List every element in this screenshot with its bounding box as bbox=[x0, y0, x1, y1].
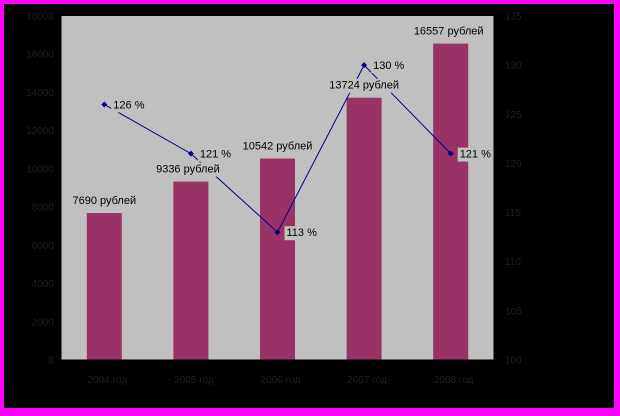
bar-data-label-bg bbox=[411, 24, 486, 39]
bar-data-label: 9336 рублей bbox=[156, 164, 220, 176]
y-left-tick-label: 12000 bbox=[26, 126, 54, 137]
bar-data-label: 10542 рублей bbox=[243, 141, 313, 153]
line-point bbox=[187, 150, 194, 157]
bar-data-label-bg bbox=[327, 78, 401, 93]
y-right-tick-label: 120 bbox=[505, 159, 522, 170]
y-left-tick-label: 2000 bbox=[32, 317, 55, 328]
bar bbox=[433, 43, 469, 360]
y-right-tick-label: 125 bbox=[505, 110, 522, 121]
line-data-label-bg bbox=[371, 59, 407, 74]
line-point bbox=[274, 229, 281, 236]
line-data-label: 130 % bbox=[373, 60, 404, 72]
y-left-tick-label: 8000 bbox=[32, 203, 55, 214]
y-left-tick-label: 18000 bbox=[26, 12, 54, 23]
chart: 0 2000 4000 6000 8000 10000 12000 14000 16000 180… bbox=[26, 12, 522, 387]
bar-data-label: 7690 рублей bbox=[72, 195, 136, 207]
axes: 0 2000 4000 6000 8000 10000 12000 14000 16000 180… bbox=[26, 12, 522, 387]
line-data-label-bg bbox=[457, 147, 494, 162]
x-tick-label: 2005 год bbox=[174, 375, 214, 386]
y-right-tick-label: 100 bbox=[505, 356, 522, 367]
y-left-tick-label: 14000 bbox=[26, 88, 54, 99]
y-left-tick-label: 10000 bbox=[26, 164, 54, 175]
y-right-tick-label: 135 bbox=[505, 12, 522, 23]
y-left-tick-label: 6000 bbox=[32, 241, 55, 252]
bar-series bbox=[86, 43, 469, 360]
y-right-tick-label: 130 bbox=[505, 61, 522, 72]
x-tick-label: 2007 год bbox=[347, 375, 387, 386]
x-tick-label: 2006 год bbox=[261, 375, 301, 386]
data-labels: 7690 рублей 9336 рублей 10542 рублей 13724 … bbox=[70, 24, 494, 241]
line-point bbox=[447, 150, 454, 157]
bar bbox=[260, 158, 295, 360]
bar-data-label-bg bbox=[240, 139, 315, 154]
bar bbox=[86, 213, 122, 360]
bar-data-label-bg bbox=[70, 194, 139, 209]
line-data-label: 113 % bbox=[287, 227, 318, 239]
y-left-tick-label: 0 bbox=[48, 356, 54, 367]
bar-data-label: 16557 рублей bbox=[414, 26, 484, 38]
y-left-tick-label: 16000 bbox=[26, 50, 54, 61]
y-right-tick-label: 110 bbox=[505, 257, 521, 268]
line-data-label: 126 % bbox=[113, 99, 144, 111]
line-data-label-bg bbox=[111, 98, 147, 113]
line-point bbox=[101, 101, 108, 108]
x-tick-label: 2008 год bbox=[434, 375, 474, 386]
bar-data-label: 13724 рублей bbox=[329, 80, 399, 92]
bar-data-label-bg bbox=[154, 162, 222, 177]
chart-frame: 0 2000 4000 6000 8000 10000 12000 14000 16000 180… bbox=[4, 4, 614, 408]
line-data-label: 121 % bbox=[200, 149, 231, 161]
bar bbox=[346, 97, 382, 360]
line-data-label-bg bbox=[284, 226, 320, 241]
line-data-label: 121 % bbox=[460, 149, 491, 161]
line-point bbox=[361, 62, 368, 69]
y-left-tick-label: 4000 bbox=[32, 279, 55, 290]
line-data-label-bg bbox=[197, 147, 234, 162]
bar bbox=[173, 181, 209, 360]
line-series bbox=[101, 62, 454, 236]
y-right-tick-label: 115 bbox=[505, 208, 521, 219]
x-tick-label: 2004 год bbox=[87, 375, 127, 386]
y-right-tick-label: 105 bbox=[505, 306, 522, 317]
